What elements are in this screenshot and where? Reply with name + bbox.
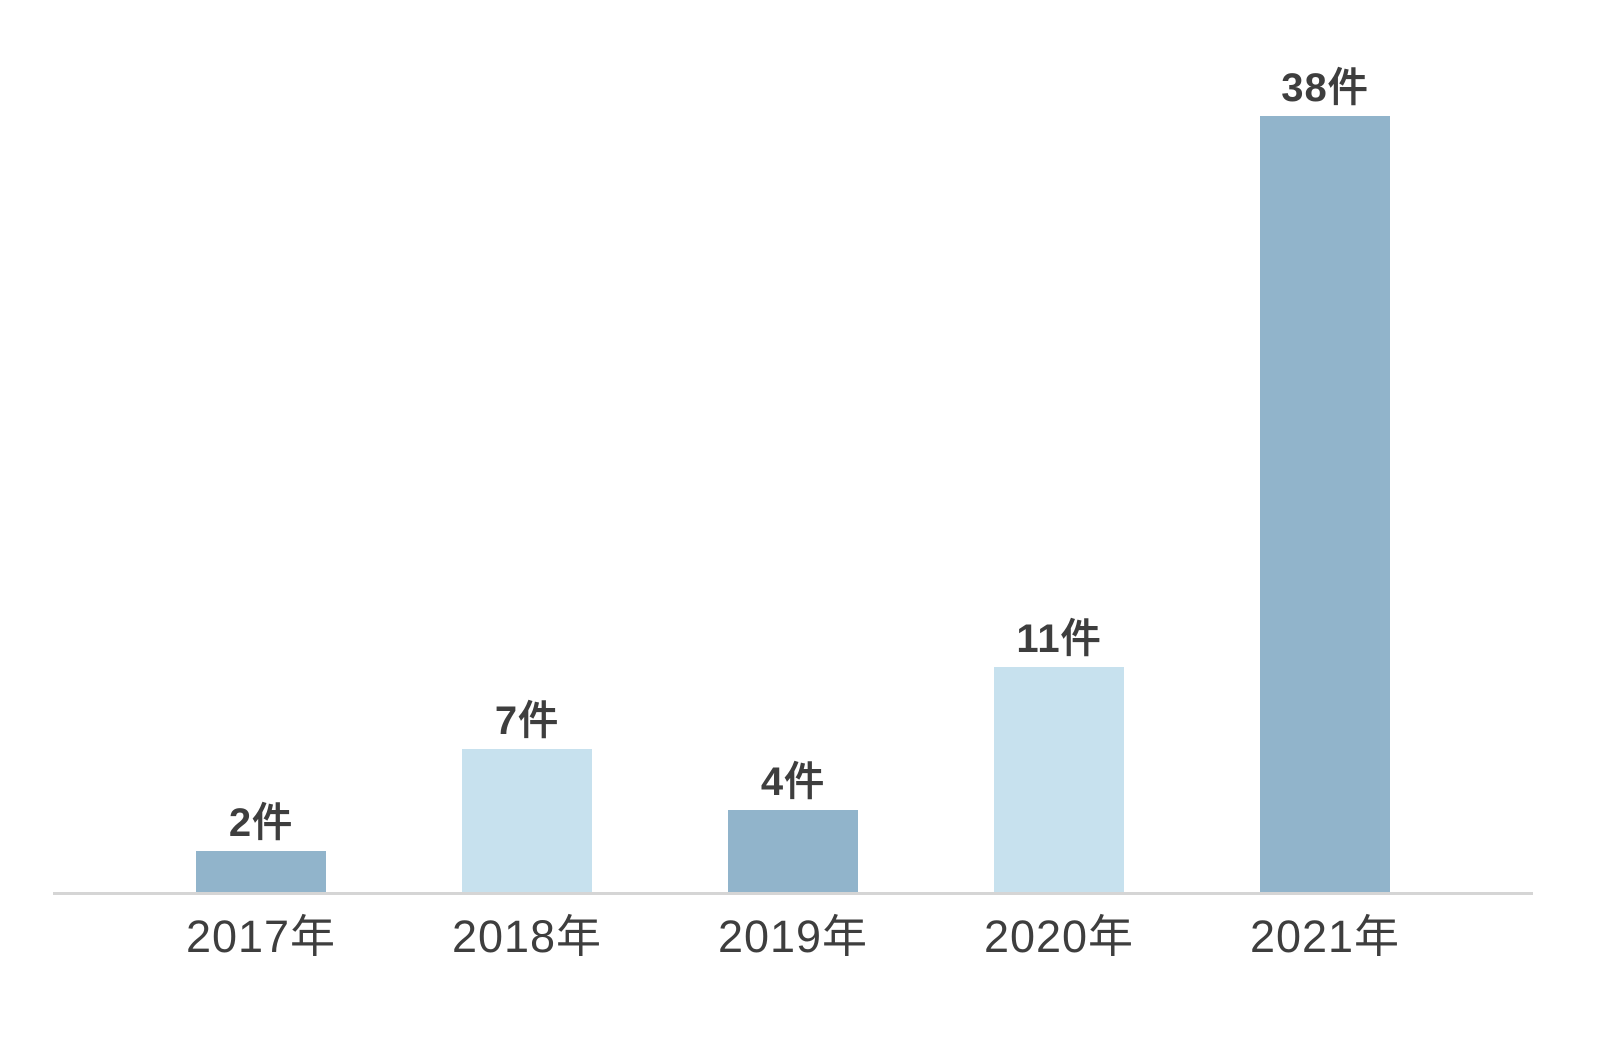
x-axis-tick-label: 2019年 xyxy=(717,911,869,962)
bar-chart: 2件 7件 4件 11件 38件 2017年 2018年 2019年 2020年… xyxy=(53,0,1533,963)
x-axis-tick-label: 2017年 xyxy=(185,911,337,962)
bar-value-label: 7件 xyxy=(494,699,560,743)
bar-value-label: 38件 xyxy=(1281,66,1369,110)
x-axis-tick-label: 2018年 xyxy=(451,911,603,962)
bar-value-label: 2件 xyxy=(228,801,294,845)
bar-column: 11件 xyxy=(926,619,1192,892)
bar-column: 38件 xyxy=(1192,68,1458,892)
plot-area: 2件 7件 4件 11件 38件 xyxy=(53,0,1533,892)
bar: 38件 xyxy=(1260,68,1390,892)
bar: 2件 xyxy=(196,803,326,892)
bar-column: 7件 xyxy=(394,701,660,892)
x-axis-labels: 2017年 2018年 2019年 2020年 2021年 xyxy=(53,895,1533,963)
bar: 7件 xyxy=(462,701,592,892)
x-axis-tick-label: 2021年 xyxy=(1249,911,1401,962)
bar: 4件 xyxy=(728,762,858,892)
x-axis-line xyxy=(53,892,1533,895)
bar: 11件 xyxy=(994,619,1124,892)
x-axis-tick-label: 2020年 xyxy=(983,911,1135,962)
bar-value-label: 11件 xyxy=(1016,617,1102,661)
bar-column: 2件 xyxy=(128,803,394,892)
bar-value-label: 4件 xyxy=(760,760,826,804)
bar-column: 4件 xyxy=(660,762,926,892)
